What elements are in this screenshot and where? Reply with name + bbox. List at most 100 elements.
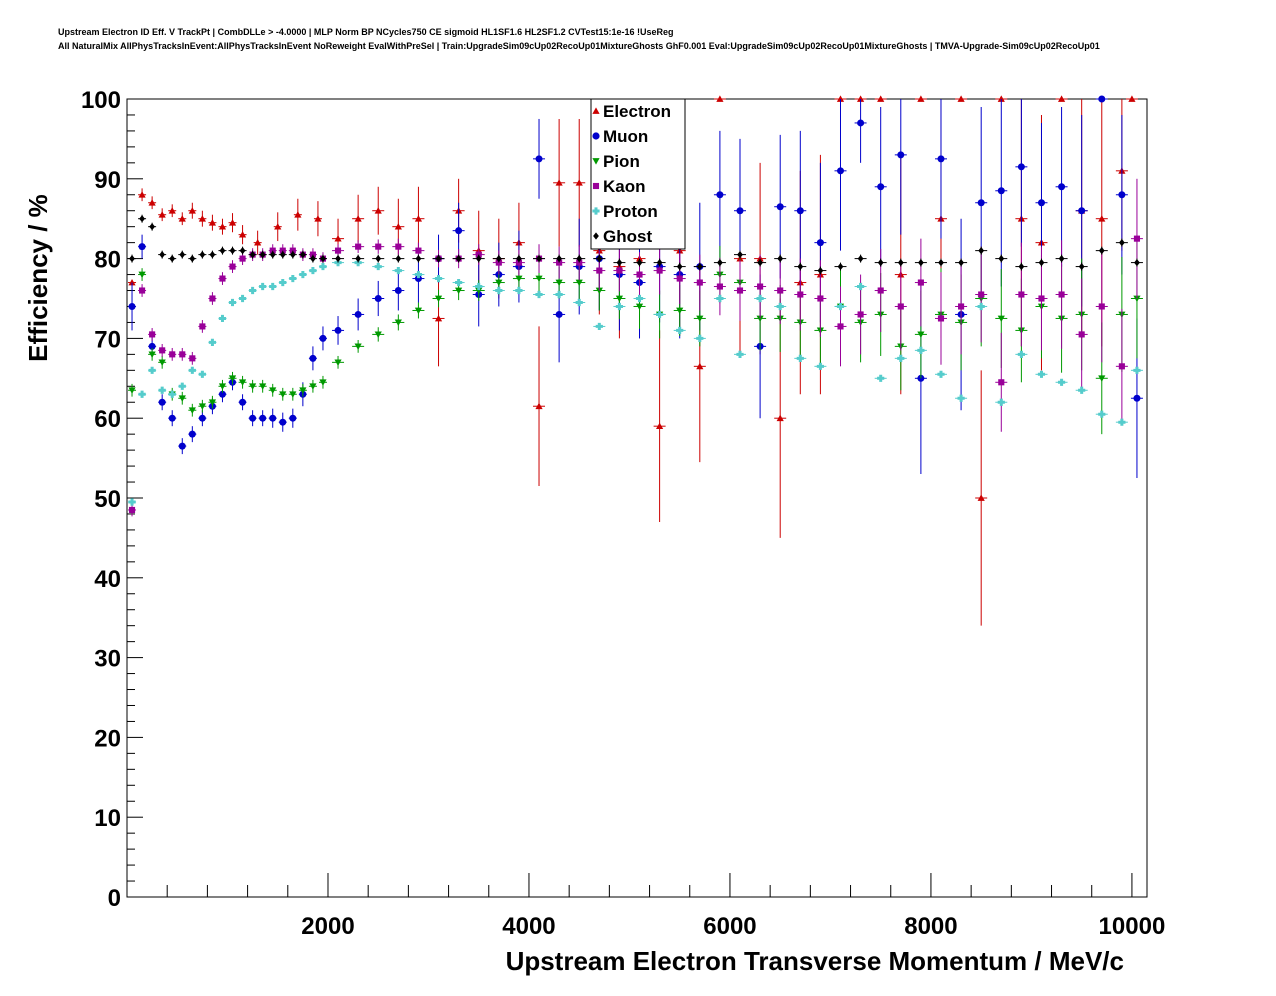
data-point [394, 319, 402, 327]
data-point [837, 323, 844, 330]
data-point [158, 386, 166, 394]
legend-entry-proton: Proton [592, 202, 658, 221]
data-point [354, 343, 362, 350]
data-point [314, 215, 322, 222]
series-ghost [128, 214, 1143, 275]
data-point [1098, 215, 1106, 222]
data-point [319, 334, 327, 342]
data-point [676, 262, 683, 271]
data-point [188, 430, 196, 438]
data-point [737, 251, 743, 259]
data-point [375, 243, 382, 250]
data-point [1133, 295, 1141, 303]
data-point [656, 258, 663, 267]
data-point [335, 255, 341, 263]
data-point [716, 294, 724, 303]
legend-marker [592, 207, 600, 215]
data-point [1037, 370, 1046, 378]
legend-entry-electron: Electron [592, 102, 671, 121]
legend-marker [592, 158, 600, 165]
data-point [279, 251, 286, 259]
legend-entry-pion: Pion [592, 152, 640, 171]
data-point [299, 270, 307, 279]
data-point [636, 271, 643, 278]
data-point [239, 255, 246, 262]
data-point [269, 414, 277, 422]
data-point [817, 295, 824, 302]
data-point [1133, 394, 1141, 402]
data-point [455, 255, 462, 263]
data-point [1078, 262, 1085, 271]
data-point [475, 287, 483, 295]
legend-marker [592, 182, 600, 190]
data-point [249, 383, 257, 390]
data-point [374, 295, 382, 302]
data-point [816, 362, 824, 370]
data-point [656, 422, 664, 430]
data-point [415, 255, 422, 263]
data-point [736, 287, 744, 294]
data-point [178, 215, 186, 222]
x-tick-label: 2000 [301, 913, 354, 940]
data-point [259, 282, 267, 291]
data-point [757, 283, 764, 290]
data-point [179, 351, 186, 358]
data-point [696, 279, 703, 286]
data-point [289, 414, 297, 422]
data-point [836, 302, 845, 311]
data-point [977, 199, 985, 207]
data-point [239, 398, 247, 406]
data-point [937, 315, 945, 322]
legend-label: Ghost [603, 227, 652, 246]
data-point [877, 183, 885, 191]
y-tick-label: 0 [108, 885, 121, 912]
data-point [837, 262, 844, 271]
data-point [259, 383, 267, 390]
data-point [319, 262, 327, 271]
data-point [756, 315, 764, 323]
x-tick-label: 4000 [502, 913, 555, 940]
data-point [615, 302, 624, 311]
data-point [434, 274, 443, 283]
legend-label: Electron [603, 102, 671, 121]
data-point [696, 362, 704, 370]
data-point [309, 383, 317, 390]
data-point [394, 287, 402, 295]
data-point [796, 207, 804, 215]
data-point [797, 262, 804, 271]
data-point [228, 375, 237, 382]
legend-marker [592, 107, 600, 114]
data-point [856, 282, 865, 291]
data-point [208, 338, 217, 346]
data-point [836, 167, 844, 175]
chart-title-line-2: All NaturalMix AllPhysTracksInEvent:AllP… [58, 41, 1100, 51]
data-point [148, 199, 156, 206]
data-point [309, 266, 317, 275]
x-tick-label: 8000 [904, 913, 957, 940]
data-point [249, 286, 257, 295]
data-point [128, 498, 136, 506]
data-point [555, 179, 563, 186]
data-point [1098, 410, 1106, 418]
data-point [897, 354, 905, 362]
data-point [495, 255, 502, 263]
data-point [958, 258, 964, 267]
data-point [128, 278, 136, 286]
data-point [218, 383, 227, 390]
data-point [259, 251, 266, 259]
data-point [128, 387, 136, 394]
data-point [595, 287, 603, 295]
data-point [1118, 363, 1125, 370]
data-point [897, 258, 904, 267]
data-point [676, 307, 684, 315]
data-point [917, 279, 924, 286]
data-point [138, 390, 146, 398]
data-point [475, 255, 482, 263]
data-point [997, 398, 1005, 406]
axis-ticks [126, 98, 1133, 898]
data-point [229, 263, 236, 270]
data-point [616, 258, 623, 267]
data-point [877, 374, 885, 382]
data-point [555, 310, 563, 318]
